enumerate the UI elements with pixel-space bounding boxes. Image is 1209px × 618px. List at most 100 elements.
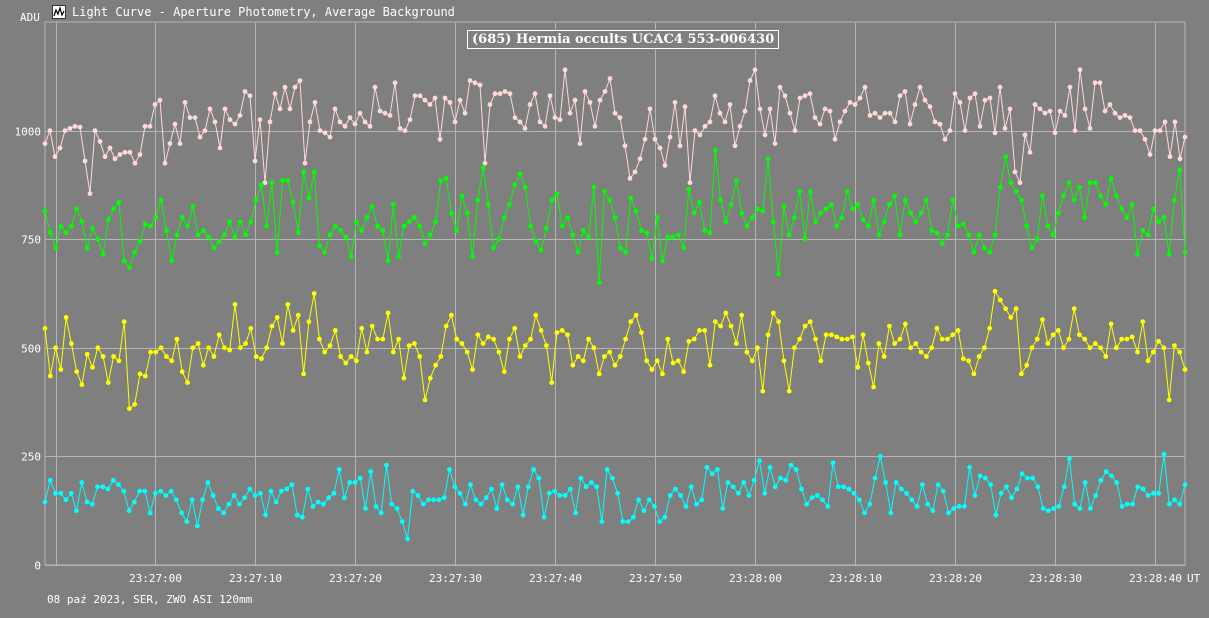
data-point — [105, 380, 111, 385]
data-point — [537, 119, 543, 125]
data-point — [672, 100, 678, 105]
data-point — [599, 519, 605, 524]
data-point — [617, 245, 623, 251]
data-point — [142, 123, 148, 129]
data-point — [1056, 504, 1062, 509]
y-axis-label: ADU — [20, 11, 40, 24]
data-point — [823, 206, 829, 212]
data-point — [507, 91, 513, 97]
data-point — [126, 265, 132, 270]
data-point — [387, 113, 393, 118]
data-point — [253, 354, 259, 359]
data-point — [993, 512, 999, 518]
data-point — [53, 490, 58, 496]
data-point — [781, 358, 787, 364]
data-point — [1082, 106, 1088, 112]
data-point — [639, 330, 644, 335]
data-point — [792, 215, 797, 220]
y-tick-label: 0 — [34, 560, 41, 573]
data-point — [922, 97, 928, 103]
data-point — [691, 336, 697, 342]
data-point — [264, 345, 270, 351]
data-point — [751, 477, 757, 483]
data-point — [63, 315, 69, 320]
data-point — [844, 189, 850, 194]
data-point — [632, 169, 638, 175]
data-point — [677, 143, 683, 149]
data-point — [813, 336, 818, 342]
data-point — [1055, 328, 1061, 333]
data-point — [665, 234, 671, 240]
data-point — [58, 367, 64, 372]
data-point — [628, 319, 634, 325]
data-point — [823, 332, 829, 338]
data-point — [485, 334, 491, 340]
data-point — [389, 501, 395, 507]
data-point — [591, 184, 597, 190]
data-point — [222, 232, 227, 238]
data-point — [363, 506, 368, 511]
data-point — [217, 145, 223, 151]
data-point — [786, 232, 792, 238]
data-point — [452, 484, 458, 490]
data-point — [321, 501, 326, 507]
data-point — [1066, 336, 1072, 342]
data-point — [1077, 332, 1082, 338]
data-point — [369, 323, 375, 329]
data-point — [274, 249, 280, 255]
data-point — [406, 343, 412, 348]
data-point — [807, 319, 813, 325]
data-point — [983, 475, 988, 481]
data-point — [589, 480, 594, 485]
data-point — [972, 91, 978, 97]
data-point — [222, 345, 227, 351]
data-point — [932, 119, 938, 125]
data-point — [1019, 197, 1024, 203]
data-point — [179, 510, 185, 516]
data-point — [237, 219, 243, 225]
data-point — [1177, 167, 1183, 173]
data-point — [755, 206, 760, 212]
data-point — [1051, 506, 1057, 511]
data-point — [822, 106, 828, 112]
data-point — [1045, 223, 1051, 229]
data-point — [157, 97, 163, 103]
data-point — [496, 349, 502, 355]
data-point — [1112, 110, 1118, 116]
data-point — [377, 108, 383, 114]
data-point — [902, 89, 908, 94]
data-point — [487, 102, 493, 107]
data-point — [732, 143, 738, 149]
data-point — [137, 488, 143, 494]
data-point — [452, 119, 458, 125]
data-point — [1177, 349, 1183, 355]
data-point — [116, 199, 122, 205]
data-point — [955, 223, 961, 229]
data-point — [369, 204, 375, 210]
data-point — [976, 232, 982, 238]
data-point — [392, 80, 398, 86]
window-titlebar: Light Curve - Aperture Photometry, Avera… — [52, 4, 455, 20]
data-point — [1082, 336, 1088, 342]
data-point — [736, 490, 741, 496]
data-point — [741, 480, 747, 485]
light-curve-app-icon[interactable] — [52, 5, 66, 19]
data-point — [1002, 125, 1008, 131]
data-point — [956, 504, 962, 509]
data-point — [809, 495, 815, 501]
data-point — [855, 364, 861, 370]
data-point — [1029, 245, 1035, 251]
data-point — [197, 134, 203, 140]
data-point — [532, 91, 538, 97]
data-point — [1061, 193, 1066, 199]
data-point — [520, 512, 526, 518]
data-point — [1087, 125, 1093, 131]
data-point — [174, 232, 180, 238]
x-tick-label: 23:28:40 — [1129, 572, 1182, 585]
data-point — [814, 493, 820, 498]
data-point — [580, 358, 586, 364]
data-point — [169, 358, 175, 364]
data-point — [227, 347, 233, 353]
data-point — [971, 371, 977, 377]
data-point — [867, 501, 873, 507]
